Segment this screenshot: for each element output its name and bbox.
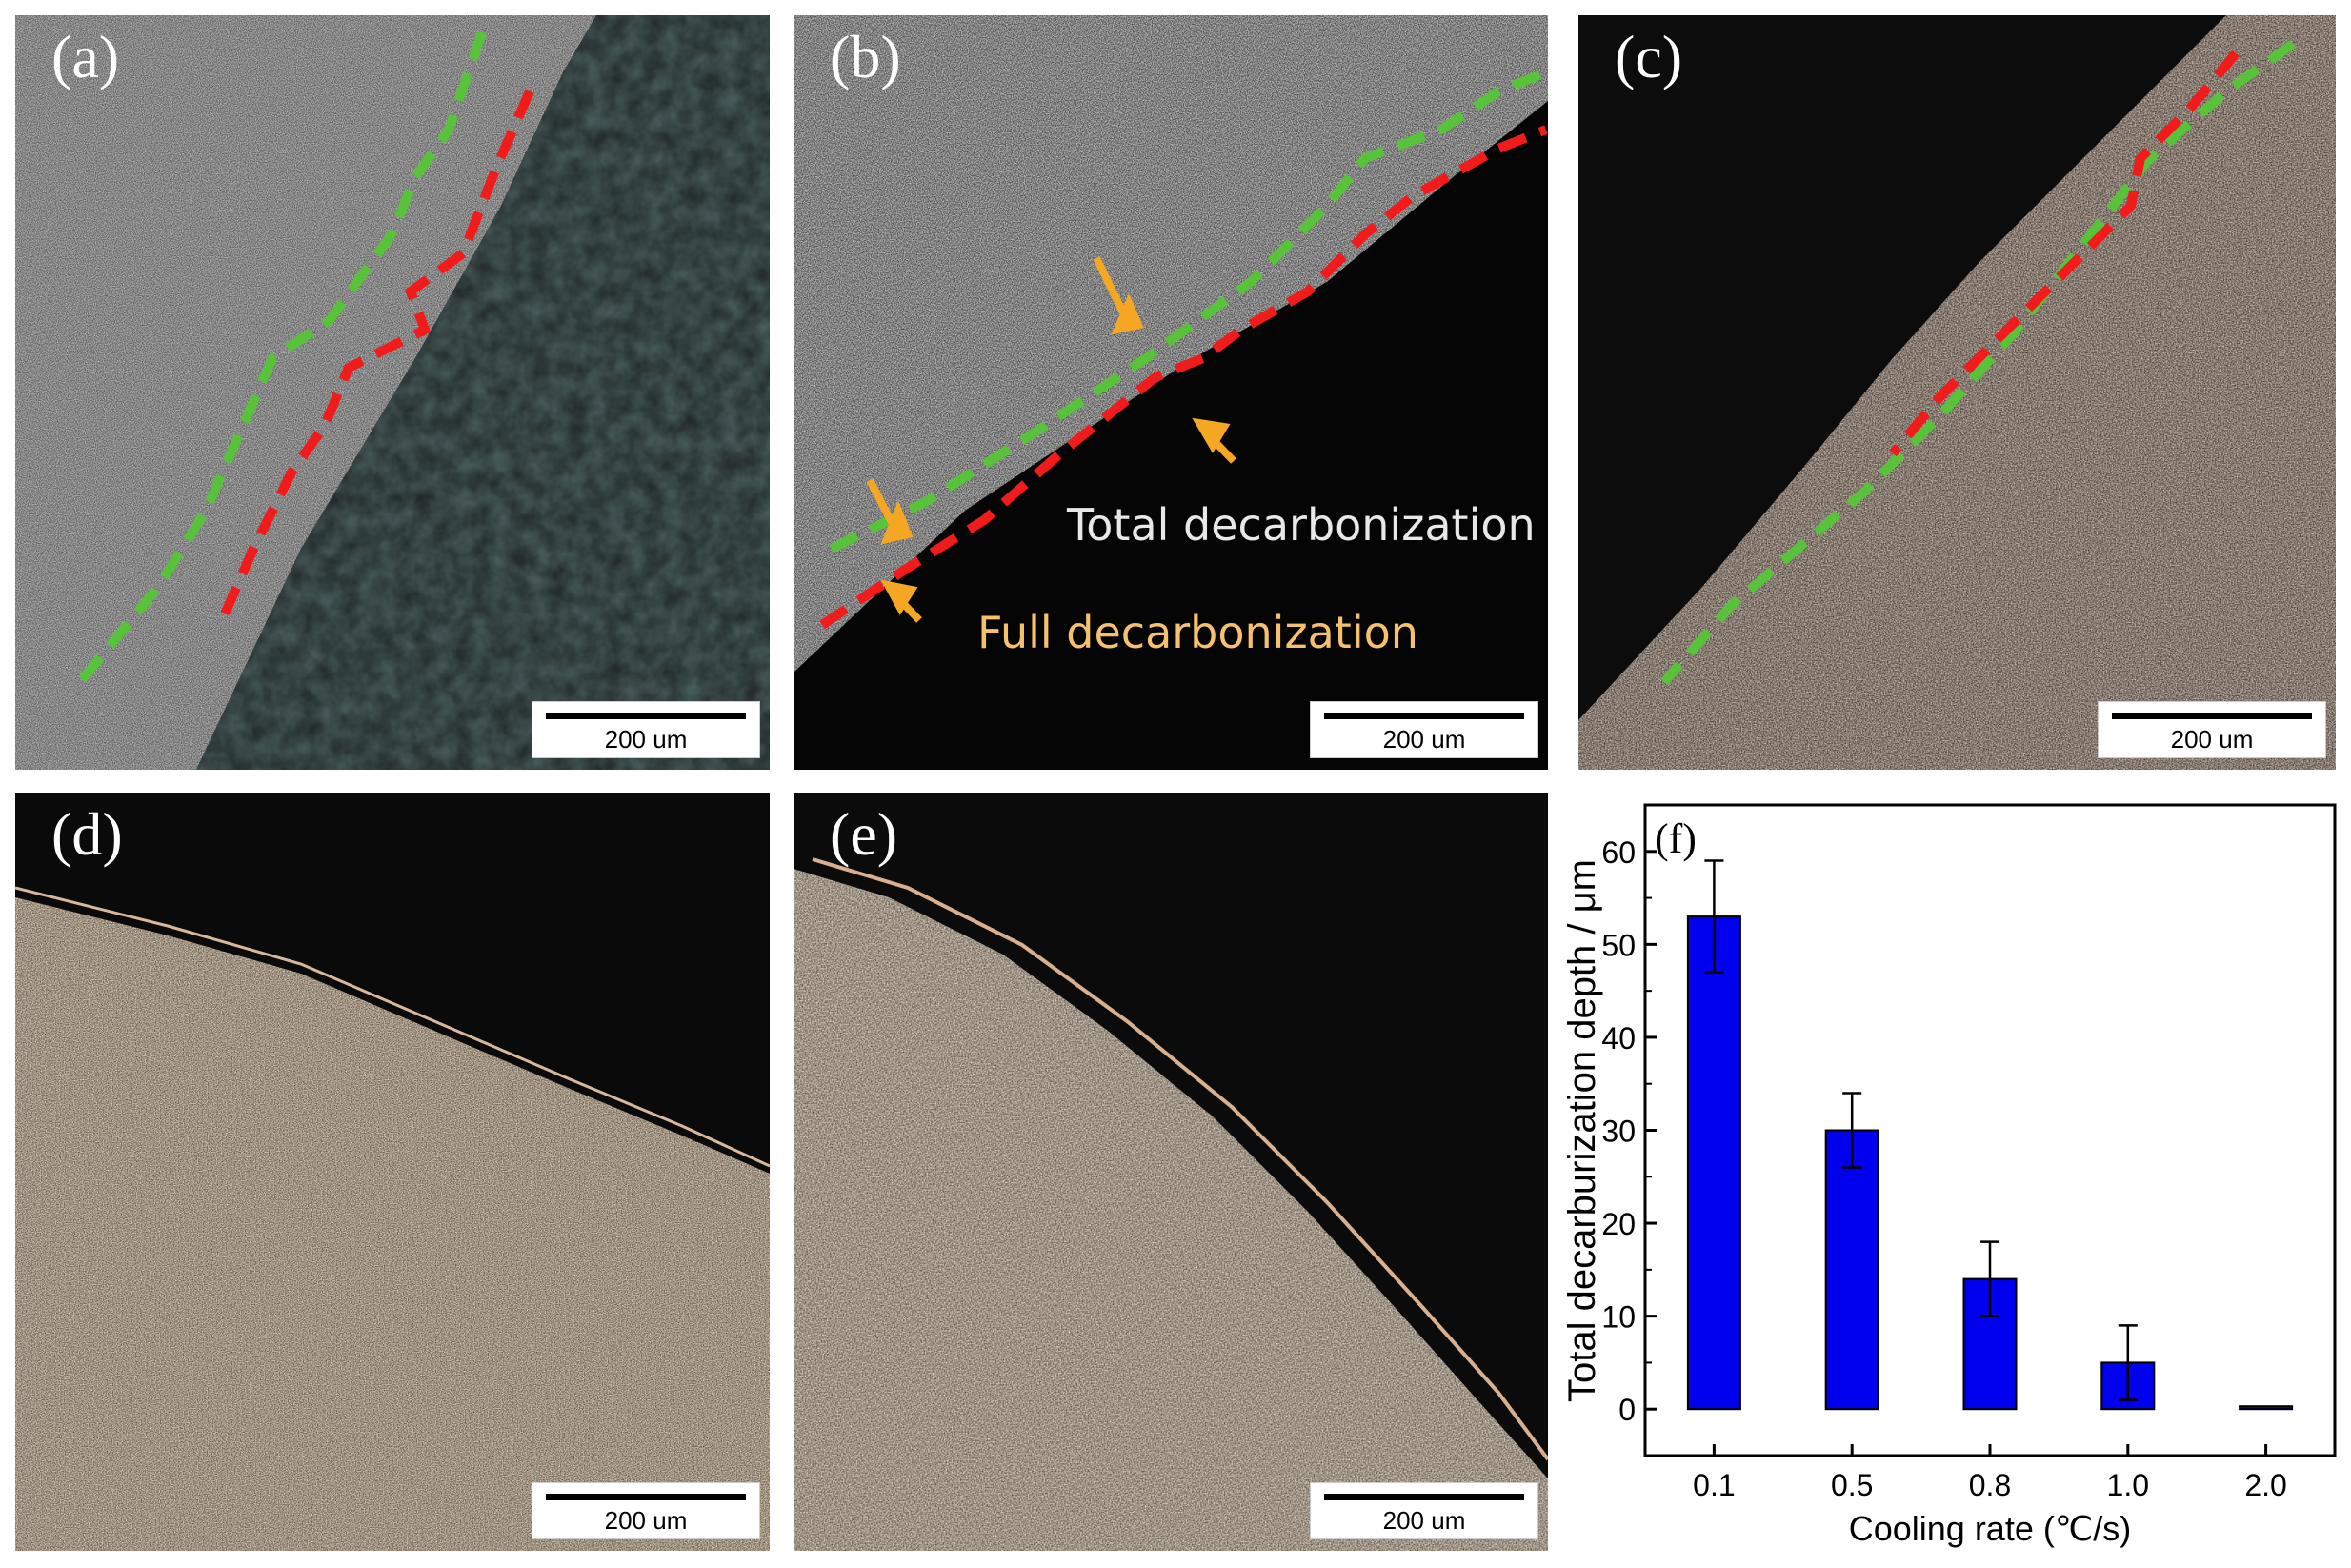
micrograph-b-image xyxy=(794,15,1548,770)
y-tick-label: 0 xyxy=(1618,1393,1636,1427)
bars xyxy=(1686,859,2294,1411)
bar-2.0 xyxy=(2239,1405,2294,1411)
total-decarb-line-a xyxy=(69,30,487,695)
total-decarb-line-b xyxy=(829,68,1548,553)
y-axis: 0 10 20 30 40 50 60 xyxy=(1601,835,1657,1427)
scale-bar-text: 200 um xyxy=(2170,725,2254,754)
x-tick-label: 0.8 xyxy=(1969,1468,2011,1502)
surface-edge-d xyxy=(15,886,770,1168)
micrograph-c: (c) 200 um xyxy=(1578,15,2336,770)
scale-bar-text: 200 um xyxy=(1382,1506,1466,1535)
panel-label-e: (e) xyxy=(830,800,898,868)
panel-label-c: (c) xyxy=(1615,23,1683,90)
micrograph-b: (b) Total decarbonization Full decarboni… xyxy=(794,15,1548,770)
scale-bar-text: 200 um xyxy=(604,1506,688,1535)
micrograph-e: (e) 200 um xyxy=(794,793,1548,1551)
micrograph-a-image xyxy=(15,15,770,770)
micrograph-a: (a) 200 um xyxy=(15,15,770,770)
arrow-icons-b xyxy=(866,256,1236,623)
x-tick-label: 1.0 xyxy=(2107,1468,2149,1502)
panel-label-a: (a) xyxy=(51,23,120,90)
scale-bar-text: 200 um xyxy=(1382,725,1466,754)
chart-panel-label: (f) xyxy=(1655,815,1697,862)
y-tick-label: 40 xyxy=(1601,1021,1636,1055)
scale-bar-d: 200 um xyxy=(532,1482,760,1539)
scale-bar-a: 200 um xyxy=(532,701,760,758)
scale-bar-line xyxy=(1324,1494,1524,1500)
scale-bar-line xyxy=(546,1494,746,1500)
scale-bar-line xyxy=(2112,713,2312,719)
scale-bar-line xyxy=(546,713,746,719)
y-tick-label: 60 xyxy=(1601,835,1636,870)
decarburization-depth-chart: 0 10 20 30 40 50 60 0.1 0.5 0.8 1.0 2.0 (f) Coolin… xyxy=(1553,795,2351,1568)
scale-bar-e: 200 um xyxy=(1310,1482,1538,1539)
x-tick-label: 0.1 xyxy=(1693,1468,1735,1502)
y-axis-title: Total decarburization depth / μm xyxy=(1561,859,1603,1402)
annotation-total-decarbonization: Total decarbonization xyxy=(1067,499,1536,551)
micrograph-c-image xyxy=(1578,15,2336,770)
x-axis: 0.1 0.5 0.8 1.0 2.0 xyxy=(1693,1444,2287,1502)
micrograph-e-image xyxy=(794,793,1548,1551)
scale-bar-text: 200 um xyxy=(604,725,688,754)
x-axis-title: Cooling rate (℃/s) xyxy=(1849,1509,2132,1548)
full-decarb-line-a xyxy=(215,89,534,628)
surface-edge-e xyxy=(812,857,1548,1461)
micrograph-d: (d) 200 um xyxy=(15,793,770,1551)
bar-0.1 xyxy=(1686,915,1741,1411)
x-tick-label: 2.0 xyxy=(2244,1468,2286,1502)
y-tick-label: 50 xyxy=(1601,928,1636,962)
panel-label-b: (b) xyxy=(830,23,901,90)
annotation-full-decarbonization: Full decarbonization xyxy=(977,607,1418,658)
micrograph-d-image xyxy=(15,793,770,1551)
x-tick-label: 0.5 xyxy=(1831,1468,1873,1502)
y-tick-label: 20 xyxy=(1601,1207,1636,1241)
full-decarb-line-b xyxy=(819,125,1548,630)
scale-bar-b: 200 um xyxy=(1310,701,1538,758)
y-tick-label: 30 xyxy=(1601,1115,1636,1149)
scale-bar-line xyxy=(1324,713,1524,719)
y-tick-label: 10 xyxy=(1601,1300,1636,1335)
chart-svg: 0 10 20 30 40 50 60 0.1 0.5 0.8 1.0 2.0 (f) Coolin… xyxy=(1561,803,2337,1548)
scale-bar-c: 200 um xyxy=(2098,701,2326,758)
panel-label-d: (d) xyxy=(51,800,123,868)
total-decarb-line-c xyxy=(1660,39,2296,686)
bar-0.5 xyxy=(1824,1129,1879,1411)
full-decarb-line-c xyxy=(1889,50,2240,457)
